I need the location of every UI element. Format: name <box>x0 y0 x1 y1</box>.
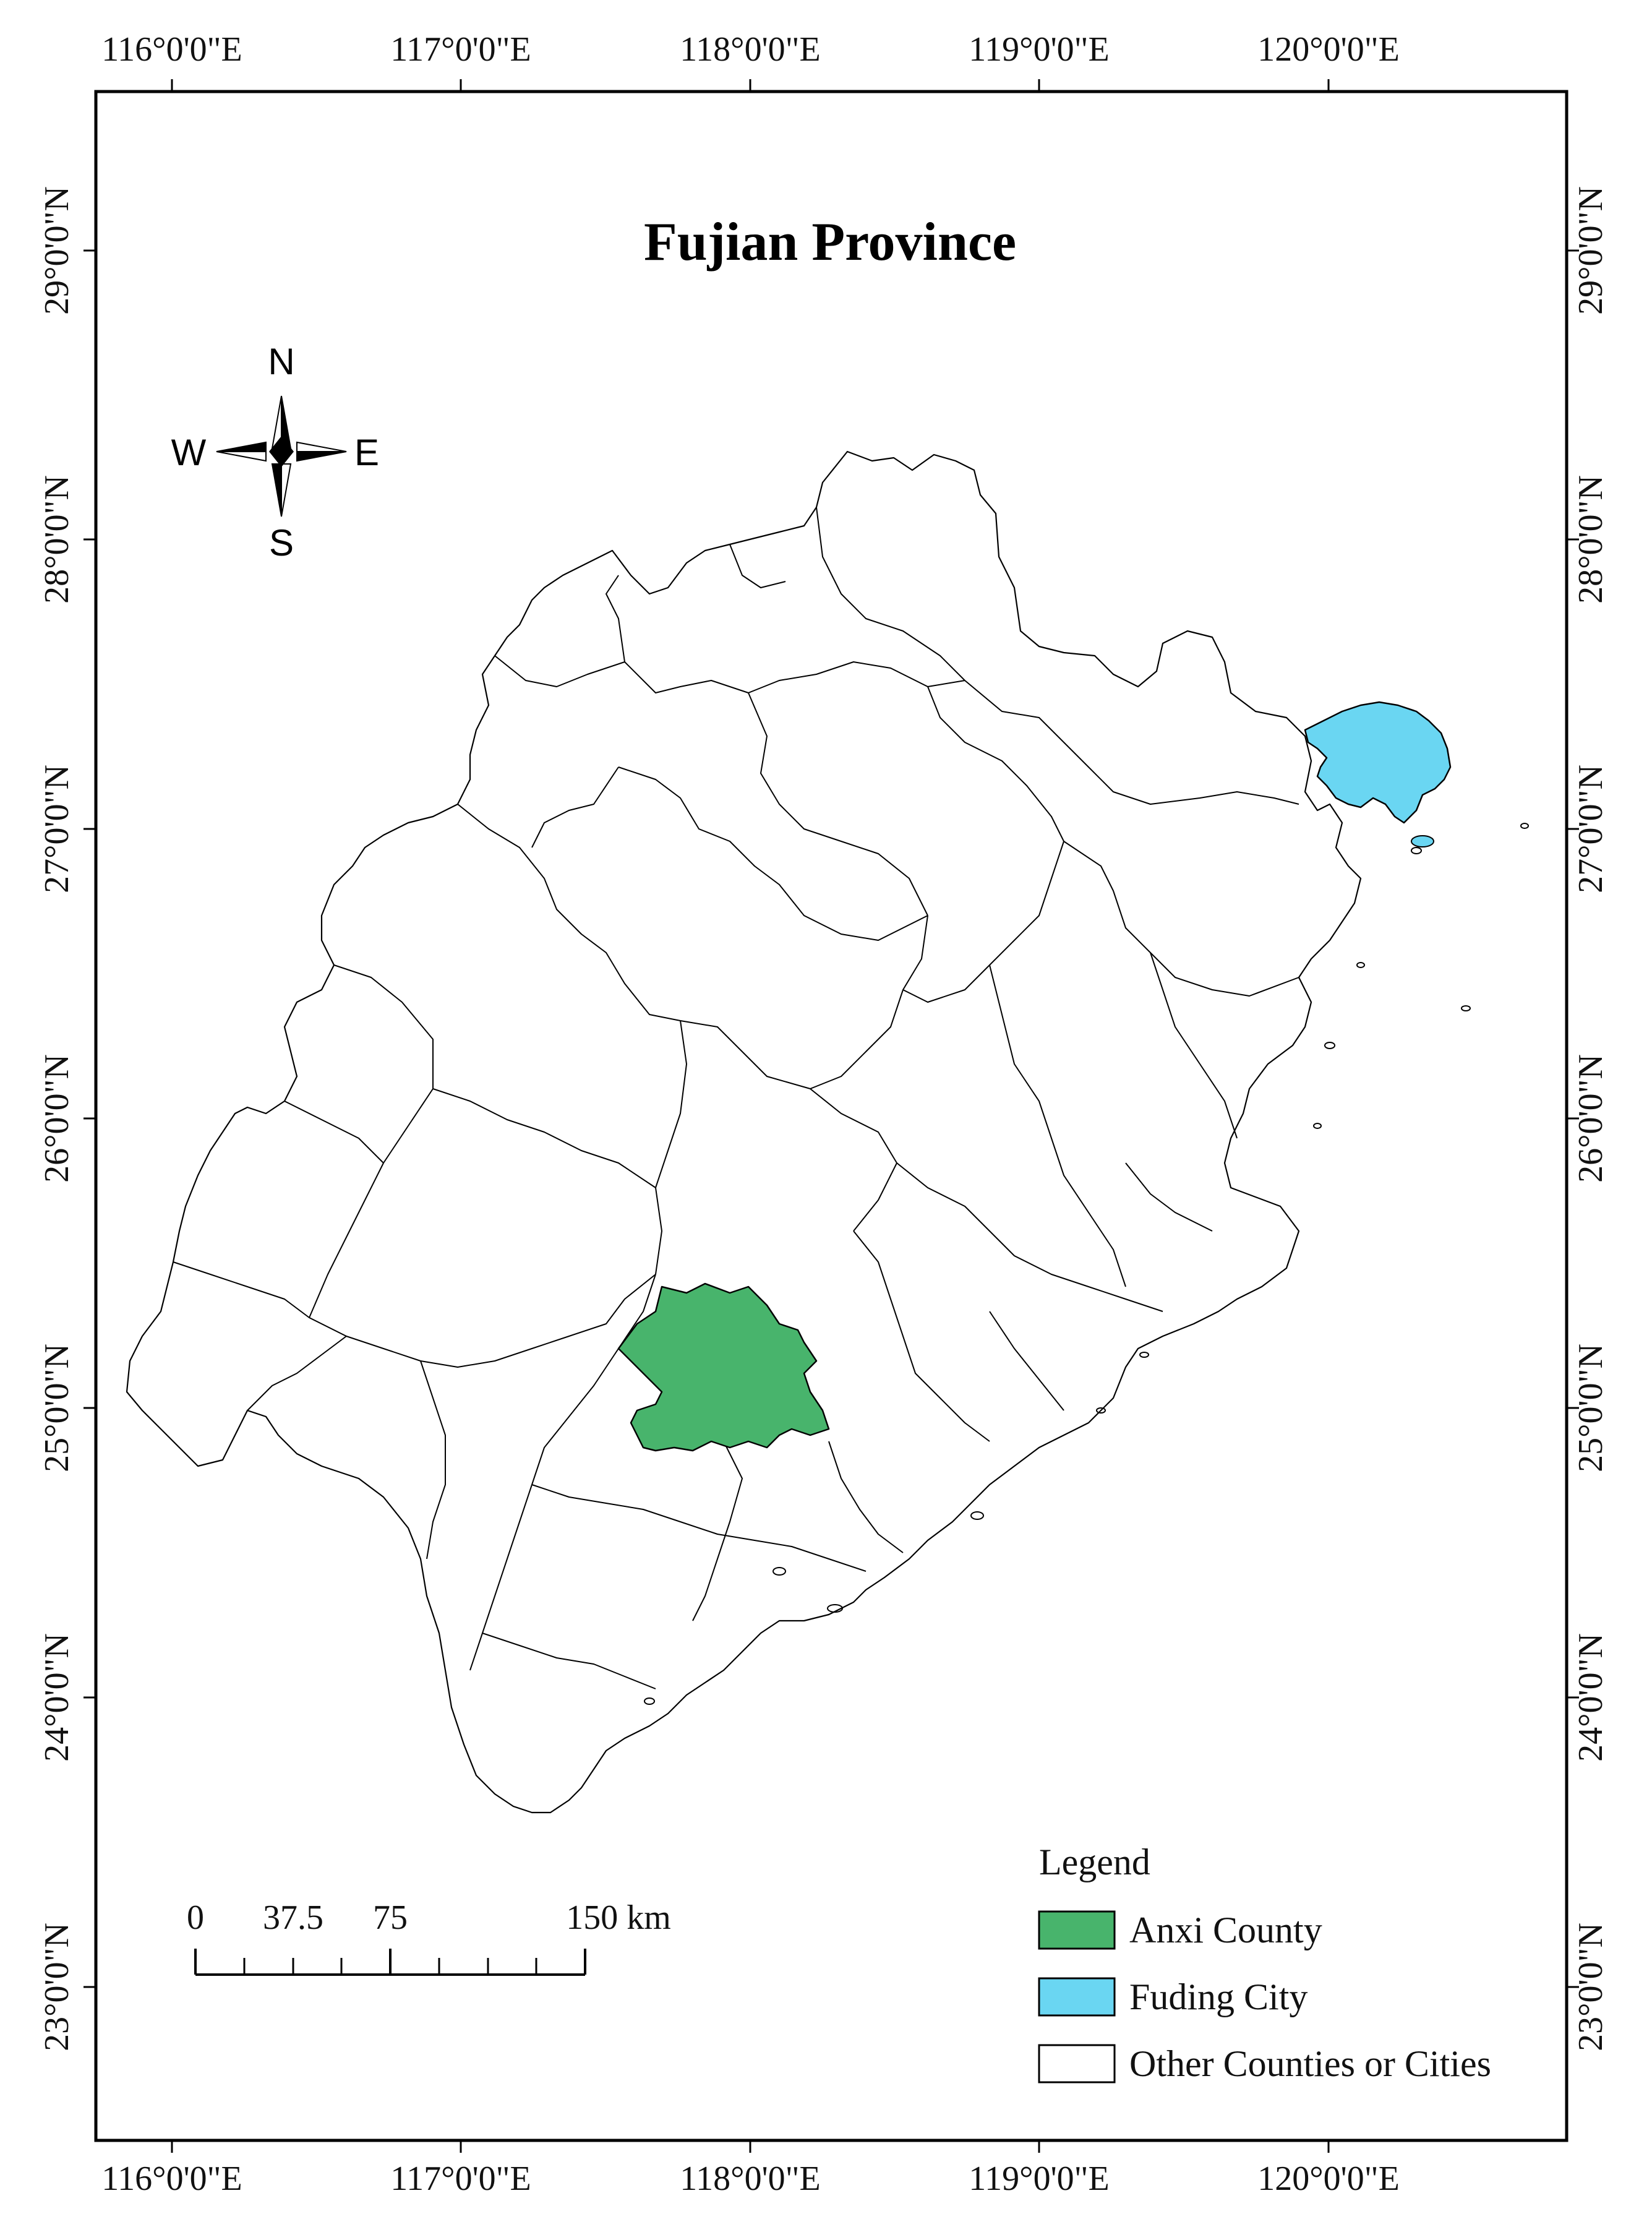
legend-swatch-anxi <box>1038 1910 1116 1950</box>
left-lat-label: 23°0'0"N <box>38 1923 76 2051</box>
coastal-islands <box>644 823 1529 1705</box>
bottom-lon-label: 120°0'0"E <box>1257 2160 1400 2198</box>
fuding-city-region <box>1304 701 1452 824</box>
county-boundary <box>494 655 625 687</box>
right-lat-label: 27°0'0"N <box>1572 765 1610 893</box>
province-map <box>126 450 1529 1814</box>
left-lat-label: 28°0'0"N <box>38 475 76 604</box>
left-lat-label: 24°0'0"N <box>38 1633 76 1762</box>
county-boundary <box>482 1633 656 1689</box>
right-lat-label: 24°0'0"N <box>1572 1633 1610 1762</box>
county-boundary <box>531 1484 867 1572</box>
right-lat-label: 28°0'0"N <box>1572 475 1610 604</box>
right-latitude-axis: 29°0'0"N 28°0'0"N 27°0'0"N 26°0'0"N 25°0… <box>1567 186 1610 2051</box>
county-boundary <box>748 692 928 916</box>
scale-label-0: 0 <box>187 1899 204 1937</box>
bottom-lon-label: 117°0'0"E <box>390 2160 531 2198</box>
county-boundary <box>989 1311 1064 1411</box>
county-boundary <box>531 766 619 848</box>
left-lat-label: 27°0'0"N <box>38 765 76 893</box>
bottom-lon-label: 116°0'0"E <box>101 2160 242 2198</box>
right-lat-label: 25°0'0"N <box>1572 1344 1610 1472</box>
county-boundary <box>284 1101 384 1164</box>
left-lat-label: 29°0'0"N <box>38 186 76 315</box>
county-boundary <box>927 686 1064 842</box>
right-lat-label: 26°0'0"N <box>1572 1054 1610 1183</box>
top-lon-label: 118°0'0"E <box>680 30 820 69</box>
legend: Legend Anxi County Fuding City Other Cou… <box>1038 1842 1491 2084</box>
county-boundary <box>853 1230 990 1442</box>
county-boundary <box>420 1360 446 1560</box>
province-outline <box>126 450 1362 1814</box>
right-lat-label: 23°0'0"N <box>1572 1923 1610 2051</box>
legend-label-other: Other Counties or Cities <box>1129 2043 1491 2084</box>
county-boundary <box>1150 952 1238 1139</box>
county-boundary <box>896 1162 1163 1312</box>
compass-north-label: N <box>268 341 294 382</box>
county-boundary <box>606 575 625 663</box>
county-boundary <box>624 661 965 693</box>
scale-label-75: 75 <box>373 1899 408 1937</box>
county-boundary <box>457 804 681 1021</box>
top-lon-label: 120°0'0"E <box>1257 30 1400 69</box>
left-latitude-axis: 29°0'0"N 28°0'0"N 27°0'0"N 26°0'0"N 25°0… <box>38 186 96 2051</box>
county-boundary <box>902 841 1064 1003</box>
bottom-longitude-axis: 116°0'0"E 117°0'0"E 118°0'0"E 119°0'0"E … <box>101 2140 1400 2198</box>
fuding-island <box>1411 835 1434 847</box>
left-lat-label: 25°0'0"N <box>38 1344 76 1472</box>
legend-title: Legend <box>1039 1842 1150 1882</box>
map-title: Fujian Province <box>644 212 1016 272</box>
compass-west-label: W <box>171 432 207 473</box>
county-boundary <box>816 507 965 681</box>
scale-bar: 0 37.5 75 150 km <box>187 1899 671 1976</box>
county-boundary <box>1125 1162 1213 1232</box>
top-longitude-axis: 116°0'0"E 117°0'0"E 118°0'0"E 119°0'0"E … <box>101 30 1400 92</box>
compass-rose: N S W E <box>171 341 379 564</box>
county-boundary <box>989 964 1126 1287</box>
compass-south-label: S <box>269 522 294 564</box>
bottom-lon-label: 119°0'0"E <box>969 2160 1109 2198</box>
scale-label-150-km: 150 km <box>566 1899 671 1937</box>
anxi-county-region <box>617 1282 830 1452</box>
left-lat-label: 26°0'0"N <box>38 1054 76 1183</box>
top-lon-label: 119°0'0"E <box>969 30 1109 69</box>
legend-swatch-fuding <box>1038 1977 1116 2017</box>
county-boundary <box>655 1020 687 1275</box>
scale-label-37-5: 37.5 <box>263 1899 323 1937</box>
county-boundary <box>618 766 928 941</box>
county-boundary <box>247 1336 347 1411</box>
legend-swatch-other <box>1038 2044 1116 2083</box>
county-boundary <box>729 544 786 588</box>
right-lat-label: 29°0'0"N <box>1572 186 1610 315</box>
county-boundary <box>680 1020 897 1232</box>
top-lon-label: 116°0'0"E <box>101 30 242 69</box>
map-frame <box>94 90 1569 2142</box>
county-boundary <box>964 680 1299 805</box>
top-lon-label: 117°0'0"E <box>390 30 531 69</box>
legend-label-fuding: Fuding City <box>1129 1976 1307 2017</box>
county-boundary <box>828 1441 904 1553</box>
county-boundary <box>810 915 928 1089</box>
county-boundary <box>432 1088 656 1188</box>
bottom-lon-label: 118°0'0"E <box>680 2160 820 2198</box>
legend-label-anxi: Anxi County <box>1129 1910 1322 1950</box>
county-boundary <box>692 1441 743 1621</box>
compass-east-label: E <box>354 432 379 473</box>
county-boundary <box>309 964 434 1318</box>
